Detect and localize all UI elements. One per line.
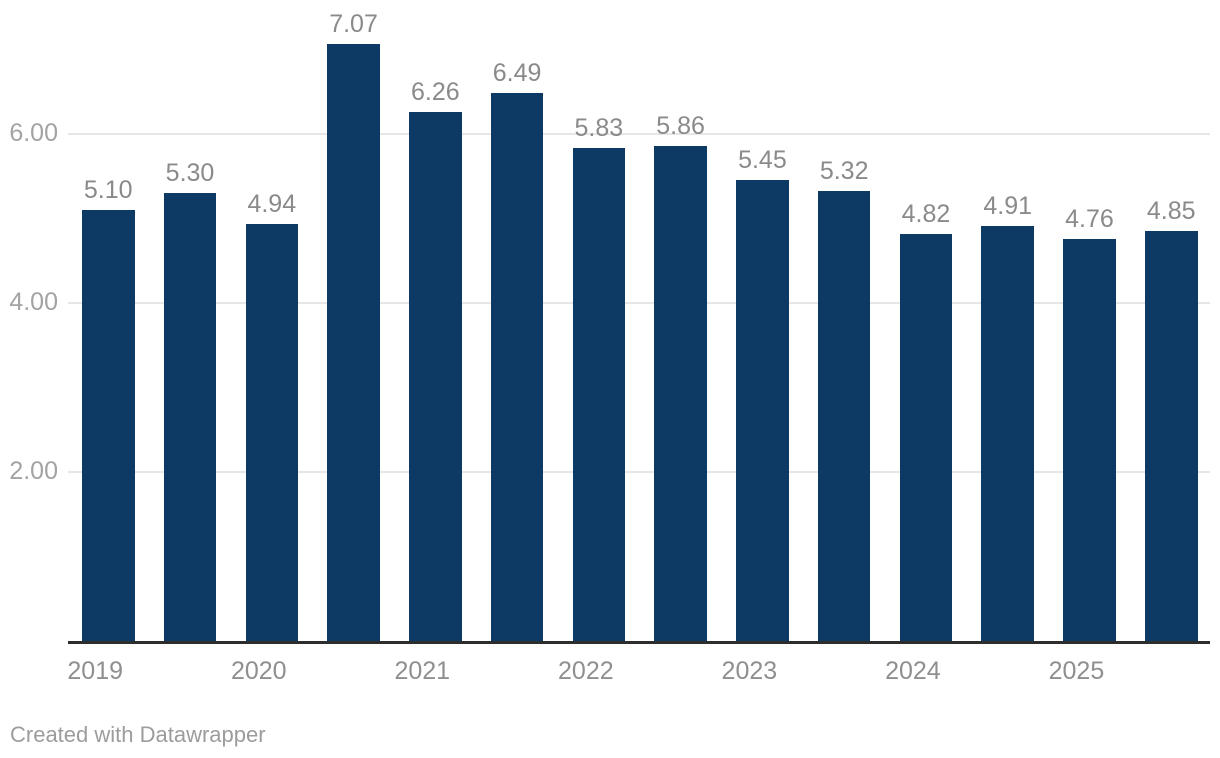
x-axis-tick-label: 2021 bbox=[394, 657, 451, 685]
bar[interactable] bbox=[245, 223, 299, 641]
bar-value-label: 5.86 bbox=[656, 111, 705, 140]
bar[interactable] bbox=[654, 145, 707, 641]
y-axis-tick-label: 2.00 bbox=[9, 457, 58, 485]
bar-value-label: 7.07 bbox=[329, 9, 378, 38]
datawrapper-credit-link[interactable]: Created with Datawrapper bbox=[10, 722, 266, 747]
bar-value-label: 4.85 bbox=[1146, 197, 1196, 226]
bar[interactable] bbox=[327, 43, 380, 641]
x-axis-tick-label: 2020 bbox=[230, 657, 287, 685]
bar[interactable] bbox=[1145, 231, 1198, 641]
bar[interactable] bbox=[490, 92, 544, 641]
bar-value-label: 5.83 bbox=[574, 114, 624, 143]
bar[interactable] bbox=[981, 226, 1034, 641]
bar-value-label: 5.45 bbox=[738, 146, 787, 175]
x-axis-tick-label: 2024 bbox=[885, 657, 941, 685]
x-axis-tick-label: 2025 bbox=[1048, 657, 1105, 685]
x-axis-tick-label: 2019 bbox=[67, 657, 124, 685]
bar-value-label: 4.91 bbox=[983, 192, 1033, 221]
x-axis-tick-label: 2023 bbox=[721, 657, 778, 685]
x-axis-tick-label: 2022 bbox=[558, 657, 614, 685]
gridline bbox=[68, 133, 1210, 135]
bar-value-label: 6.49 bbox=[492, 58, 542, 87]
y-axis-tick-label: 6.00 bbox=[9, 119, 58, 147]
bar[interactable] bbox=[817, 191, 871, 641]
bar-value-label: 4.82 bbox=[901, 199, 951, 228]
gridline bbox=[68, 471, 1210, 473]
bar[interactable] bbox=[163, 193, 217, 641]
bar[interactable] bbox=[899, 233, 953, 641]
bar[interactable] bbox=[736, 180, 789, 641]
gridline bbox=[68, 302, 1210, 304]
bar-value-label: 5.32 bbox=[819, 157, 869, 186]
y-axis-tick-label: 4.00 bbox=[9, 288, 58, 316]
bar-value-label: 5.30 bbox=[165, 159, 215, 188]
bar[interactable] bbox=[82, 210, 135, 641]
bar[interactable] bbox=[572, 148, 626, 641]
bar[interactable] bbox=[1063, 238, 1116, 641]
bar-value-label: 5.10 bbox=[83, 176, 133, 205]
bar-value-label: 4.76 bbox=[1065, 204, 1114, 233]
bar[interactable] bbox=[409, 112, 462, 641]
bar-value-label: 4.94 bbox=[247, 189, 297, 218]
chart-footer: Created with Datawrapper bbox=[10, 722, 266, 748]
x-axis-line bbox=[68, 641, 1210, 644]
bar-value-label: 6.26 bbox=[410, 78, 460, 107]
